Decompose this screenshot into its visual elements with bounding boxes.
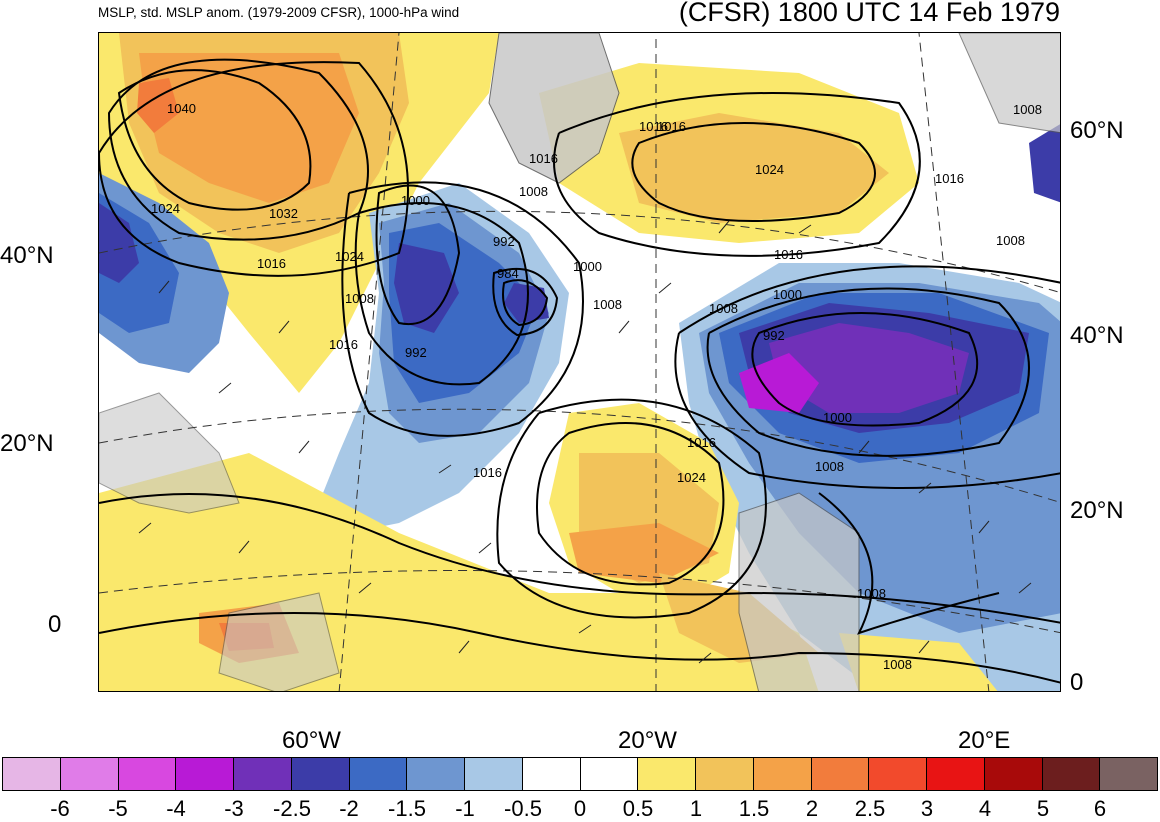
isobar-label: 1008 — [709, 301, 738, 316]
colorbar-label: 1.5 — [738, 796, 770, 821]
lon-label-bottom: 60°W — [282, 727, 341, 754]
isobar-label: 1000 — [823, 410, 852, 425]
isobar-label: 1024 — [755, 162, 784, 177]
colorbar-cell — [696, 758, 754, 790]
colorbar-cell — [811, 758, 870, 790]
lat-label-right: 60°N — [1070, 117, 1124, 144]
map-subtitle: MSLP, std. MSLP anom. (1979-2009 CFSR), … — [98, 5, 460, 20]
landmass-outlines — [99, 33, 1060, 691]
colorbar-label: -1 — [455, 796, 475, 821]
colorbar-label: -0.5 — [504, 796, 542, 821]
isobar-label: 1008 — [1013, 102, 1042, 117]
map-title: (CFSR) 1800 UTC 14 Feb 1979 — [678, 0, 1060, 27]
colorbar-label: 0.5 — [622, 796, 654, 821]
lat-label-right: 0 — [1070, 669, 1084, 696]
graticule — [99, 33, 1060, 691]
isobar-label: 1016 — [529, 151, 558, 166]
colorbar-cell — [465, 758, 523, 790]
colorbar-cell — [291, 758, 350, 790]
colorbar-cell — [1100, 758, 1157, 790]
isobar-label: 1008 — [345, 291, 374, 306]
isobar-label: 1016 — [639, 119, 668, 134]
isobar-label: 1040 — [167, 101, 196, 116]
isobar-label: 1016 — [329, 337, 358, 352]
colorbar-cell — [349, 758, 408, 790]
isobar-label: 992 — [405, 345, 427, 360]
colorbar-label: -3 — [224, 796, 244, 821]
lat-label-left: 40°N — [0, 242, 54, 269]
colorbar-cell — [753, 758, 812, 790]
isobar-label: 1008 — [815, 459, 844, 474]
colorbar-label: 0 — [573, 796, 587, 821]
colorbar — [2, 757, 1158, 791]
colorbar-label: -1.5 — [388, 796, 426, 821]
colorbar-cell — [984, 758, 1043, 790]
weather-map: 1040 1024 1032 1016 1000 1024 1016 1008 … — [98, 32, 1061, 692]
isobar-label: 1008 — [593, 297, 622, 312]
colorbar-cell — [3, 758, 61, 790]
colorbar-cell — [118, 758, 177, 790]
isobar-label: 1024 — [151, 201, 180, 216]
isobar-label: 992 — [493, 234, 515, 249]
wind-barbs — [138, 220, 1032, 664]
isobar-label: 1032 — [269, 206, 298, 221]
lat-label-right: 40°N — [1070, 322, 1124, 349]
colorbar-label: 2 — [805, 796, 819, 821]
lat-label-right: 20°N — [1070, 497, 1124, 524]
colorbar-cell — [1042, 758, 1101, 790]
lat-label-left: 20°N — [0, 430, 54, 457]
map-canvas: 1040 1024 1032 1016 1000 1024 1016 1008 … — [99, 33, 1060, 691]
isobar-label: 1016 — [257, 256, 286, 271]
isobar-label: 1000 — [573, 259, 602, 274]
colorbar-cell — [60, 758, 119, 790]
colorbar-cell — [869, 758, 927, 790]
colorbar-label: -5 — [108, 796, 128, 821]
colorbar-cell — [927, 758, 985, 790]
isobar-label: 1016 — [657, 119, 686, 134]
colorbar-label: -4 — [166, 796, 186, 821]
isobar-label: 1016 — [774, 247, 803, 262]
isobar-label: 1016 — [935, 171, 964, 186]
isobar-label: 1008 — [857, 586, 886, 601]
colorbar-cell — [638, 758, 696, 790]
colorbar-label: 3 — [920, 796, 934, 821]
isobar-label: 1024 — [677, 470, 706, 485]
colorbar-cell — [580, 758, 639, 790]
lat-label-left: 0 — [48, 611, 62, 638]
colorbar-cell — [176, 758, 234, 790]
isobar-label: 1016 — [473, 465, 502, 480]
lon-label-bottom: 20°E — [958, 727, 1011, 754]
isobars — [99, 58, 1060, 684]
colorbar-label: 1 — [689, 796, 703, 821]
colorbar-label: -6 — [50, 796, 70, 821]
colorbar-cell — [407, 758, 465, 790]
lon-label-bottom: 20°W — [618, 727, 677, 754]
isobar-label: 984 — [497, 266, 519, 281]
colorbar-label: -2.5 — [273, 796, 311, 821]
colorbar-label: -2 — [339, 796, 359, 821]
isobar-label: 1024 — [335, 249, 364, 264]
isobar-label: 1000 — [773, 287, 802, 302]
isobar-label: 1008 — [883, 657, 912, 672]
isobar-label: 1008 — [519, 184, 548, 199]
isobar-label: 992 — [763, 328, 785, 343]
isobar-label: 1016 — [687, 435, 716, 450]
colorbar-cell — [522, 758, 581, 790]
isobar-label: 1000 — [401, 193, 430, 208]
colorbar-label: 4 — [978, 796, 992, 821]
isobar-label: 1008 — [996, 233, 1025, 248]
colorbar-label: 6 — [1093, 796, 1107, 821]
colorbar-label: 5 — [1036, 796, 1050, 821]
isobar-labels: 1040 1024 1032 1016 1000 1024 1016 1008 … — [151, 101, 1042, 672]
colorbar-label: 2.5 — [854, 796, 886, 821]
colorbar-cell — [234, 758, 292, 790]
